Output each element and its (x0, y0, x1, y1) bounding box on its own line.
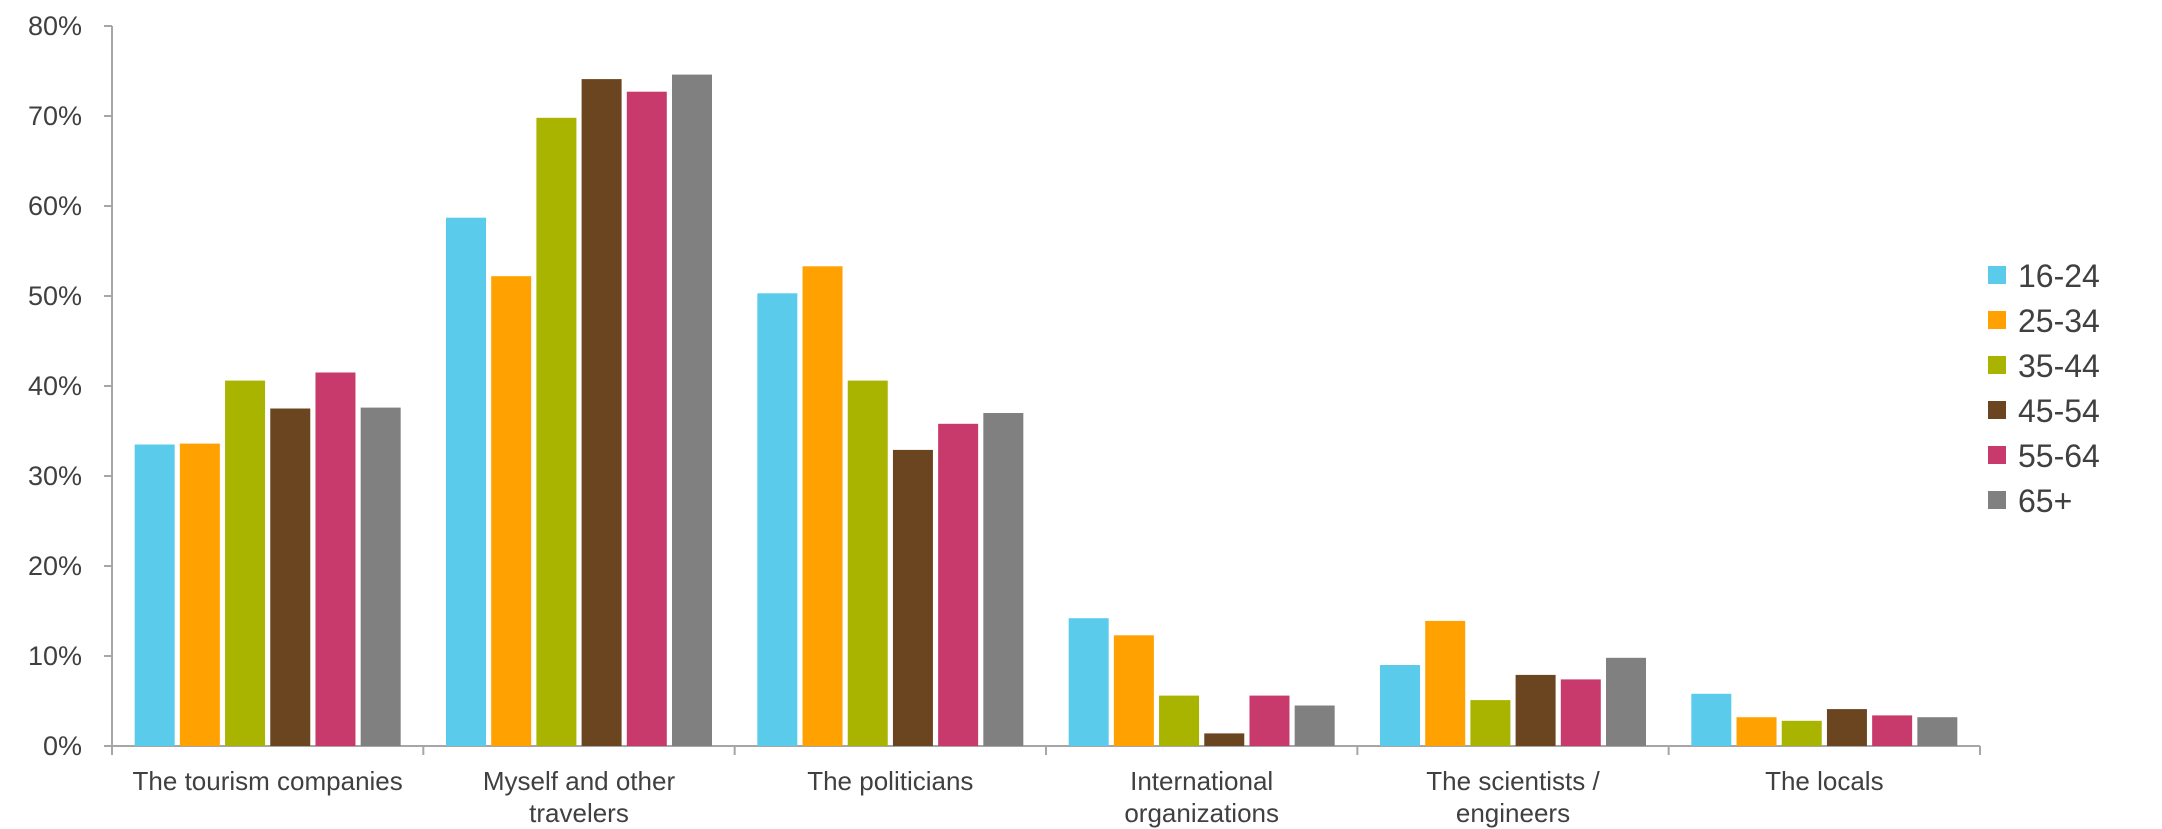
bar (1560, 679, 1601, 746)
bar (1872, 715, 1913, 746)
bar (1917, 717, 1958, 746)
bar (757, 293, 798, 746)
y-tick-label: 80% (28, 11, 82, 41)
x-category-label: The scientists / (1426, 766, 1600, 796)
legend-swatch (1988, 446, 2006, 464)
bars (134, 74, 1958, 747)
legend-swatch (1988, 266, 2006, 284)
bar (1691, 693, 1732, 746)
bar (672, 74, 712, 747)
bar (1204, 733, 1245, 746)
bar (1380, 665, 1420, 746)
y-tick-label: 40% (28, 371, 82, 401)
y-tick-label: 20% (28, 551, 82, 581)
legend-label: 25-34 (2018, 303, 2100, 339)
legend-label: 35-44 (2018, 348, 2100, 384)
bar (1249, 695, 1290, 746)
bar (270, 408, 311, 746)
x-category-label: The politicians (807, 766, 973, 796)
legend-label: 45-54 (2018, 393, 2100, 429)
bar (1781, 720, 1822, 746)
x-category-label: The tourism companies (133, 766, 403, 796)
bar (1425, 620, 1466, 746)
bar (1470, 700, 1511, 746)
bar (626, 91, 667, 746)
bar (134, 444, 175, 746)
x-category-label: Myself and other (483, 766, 676, 796)
y-tick-label: 0% (43, 731, 82, 761)
x-category-label: organizations (1124, 798, 1279, 828)
x-category-label: International (1130, 766, 1273, 796)
bar (1606, 657, 1646, 746)
legend-swatch (1988, 356, 2006, 374)
y-tick-label: 50% (28, 281, 82, 311)
legend-swatch (1988, 311, 2006, 329)
y-tick-label: 30% (28, 461, 82, 491)
bar (983, 413, 1024, 746)
legend-label: 55-64 (2018, 438, 2100, 474)
bar (360, 407, 401, 746)
bar (847, 380, 888, 746)
bar (1159, 695, 1200, 746)
x-category-label: travelers (529, 798, 629, 828)
bar (179, 443, 220, 746)
bar (892, 449, 933, 746)
bar (938, 423, 979, 746)
legend-label: 16-24 (2018, 258, 2100, 294)
bar (1294, 705, 1335, 746)
bar (536, 117, 577, 747)
x-axis: The tourism companies Myself and othertra… (111, 745, 1981, 828)
bar (491, 276, 532, 746)
y-tick-label: 10% (28, 641, 82, 671)
legend-swatch (1988, 401, 2006, 419)
bar (1826, 709, 1867, 746)
bar (446, 217, 486, 746)
bar (581, 79, 622, 747)
bar (1113, 635, 1154, 746)
legend-label: 65+ (2018, 483, 2072, 519)
x-category-label: The locals (1765, 766, 1884, 796)
x-category-label: engineers (1456, 798, 1570, 828)
legend: 16-24 25-34 35-44 45-54 55-64 65+ (1988, 258, 2100, 519)
y-tick-label: 70% (28, 101, 82, 131)
legend-swatch (1988, 491, 2006, 509)
y-tick-label: 60% (28, 191, 82, 221)
y-axis: 0% 10% 20% 30% 40% 50% 60% 70% 80% (28, 11, 113, 761)
bar (225, 380, 266, 746)
bar (315, 372, 356, 746)
bar (1068, 618, 1109, 746)
bar (1736, 717, 1777, 746)
bar (802, 266, 843, 746)
bar (1515, 674, 1556, 746)
